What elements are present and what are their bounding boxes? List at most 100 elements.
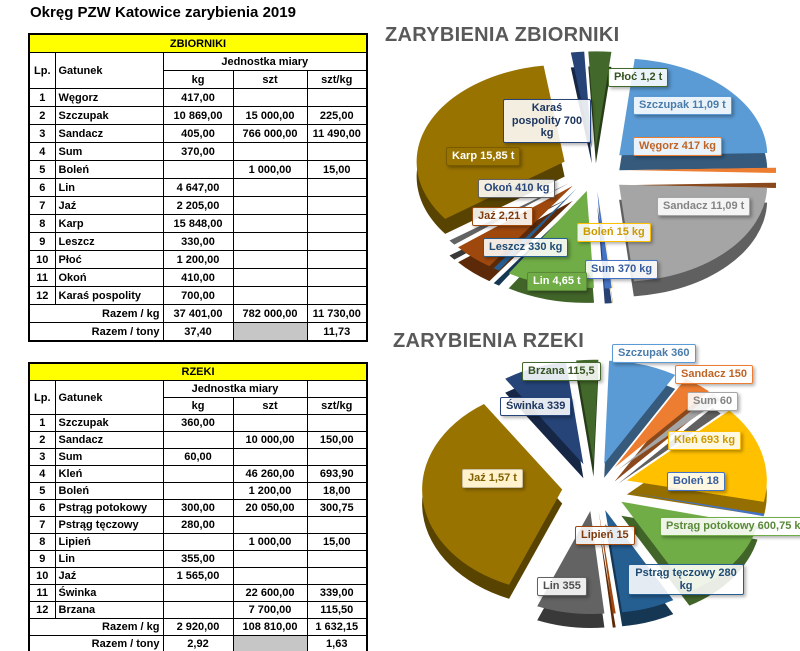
totals-row: Razem / tony 37,40 11,73 — [28, 322, 368, 342]
cell-gatunek: Pstrąg tęczowy — [54, 516, 164, 534]
cell-value — [162, 601, 234, 619]
table-row: 12 Brzana 7 700,00 115,50 — [28, 601, 368, 619]
cell-value: 115,50 — [306, 601, 368, 619]
cell-value — [162, 465, 234, 483]
col-header-unit: szt — [232, 70, 308, 89]
cell-value: 300,75 — [306, 499, 368, 517]
cell-lp: 12 — [28, 601, 56, 619]
totals-label: Razem / tony — [28, 322, 164, 342]
cell-value: 1 200,00 — [232, 482, 308, 500]
cell-value — [306, 516, 368, 534]
cell-gatunek: Kleń — [54, 465, 164, 483]
table-row: 2 Szczupak 10 869,00 15 000,00 225,00 — [28, 106, 368, 125]
pie-slice-Jaź — [422, 404, 563, 585]
totals-value: 2 920,00 — [162, 618, 234, 636]
pie-slice-side-Węgorz — [628, 182, 777, 188]
cell-value: 1 200,00 — [162, 250, 234, 269]
cell-value — [232, 232, 308, 251]
table-row: 10 Płoć 1 200,00 — [28, 250, 368, 269]
cell-lp: 4 — [28, 142, 56, 161]
data-table: RZEKI Lp. Gatunek Jednostka miary kg szt szt/k… — [28, 362, 368, 651]
pie-label-Leszcz: Leszcz 330 kg — [483, 238, 569, 257]
table-row: 1 Węgorz 417,00 — [28, 88, 368, 107]
cell-lp: 5 — [28, 160, 56, 179]
cell-value — [306, 268, 368, 287]
cell-value — [162, 431, 234, 449]
cell-gatunek: Szczupak — [54, 106, 164, 125]
pie-label-Boleń: Boleń 18 — [667, 472, 725, 491]
cell-value: 339,00 — [306, 584, 368, 602]
col-header-unit: szt/kg — [306, 397, 368, 415]
cell-value: 330,00 — [162, 232, 234, 251]
cell-value: 46 260,00 — [232, 465, 308, 483]
col-header-unit-group: Jednostka miary — [162, 52, 368, 71]
table-rzeki: RZEKI Lp. Gatunek Jednostka miary kg szt szt/k… — [28, 362, 368, 651]
pie-label-Szczupak: Szczupak 11,09 t — [633, 96, 732, 115]
cell-lp: 11 — [28, 268, 56, 287]
cell-gatunek: Lipień — [54, 533, 164, 551]
cell-value — [232, 268, 308, 287]
cell-value: 10 000,00 — [232, 431, 308, 449]
cell-value: 766 000,00 — [232, 124, 308, 143]
cell-value — [232, 567, 308, 585]
pie-label-Pstrąg potokowy: Pstrąg potokowy 600,75 kg — [660, 517, 800, 536]
header-row: Lp. Gatunek Jednostka miary — [28, 380, 368, 415]
pie-label-Kleń: Kleń 693 kg — [668, 431, 742, 450]
cell-value: 150,00 — [306, 431, 368, 449]
cell-gatunek: Pstrąg potokowy — [54, 499, 164, 517]
table-row: 9 Leszcz 330,00 — [28, 232, 368, 251]
cell-gatunek: Jaź — [54, 196, 164, 215]
cell-lp: 7 — [28, 516, 56, 534]
pie-label-Lin: Lin 355 — [537, 577, 587, 596]
pie-slice-Boleń — [627, 492, 765, 517]
cell-value — [232, 448, 308, 466]
col-header-unit: szt — [232, 397, 308, 415]
data-table: ZBIORNIKI Lp. Gatunek Jednostka miary kg szt s… — [28, 33, 368, 342]
pie-label-Sum: Sum 60 — [687, 392, 739, 411]
pie-slice-Węgorz — [628, 167, 777, 173]
totals-value — [232, 322, 308, 342]
cell-value — [232, 414, 308, 432]
cell-lp: 6 — [28, 499, 56, 517]
cell-value: 2 205,00 — [162, 196, 234, 215]
pie-label-Pstrąg tęczowy: Pstrąg tęczowy 280 kg — [628, 564, 744, 596]
cell-value: 693,90 — [306, 465, 368, 483]
pie-slice-Sandacz — [614, 378, 709, 468]
cell-value: 225,00 — [306, 106, 368, 125]
col-header-gatunek: Gatunek — [54, 52, 164, 89]
pie-label-Płoć: Płoć 1,2 t — [608, 68, 669, 87]
col-header-lp: Lp. — [28, 380, 56, 415]
table-row: 3 Sum 60,00 — [28, 448, 368, 466]
cell-value — [232, 550, 308, 568]
cell-lp: 8 — [28, 533, 56, 551]
pie-label-Szczupak: Szczupak 360 — [612, 344, 696, 363]
totals-value — [232, 635, 308, 651]
cell-gatunek: Sandacz — [54, 431, 164, 449]
cell-gatunek: Lin — [54, 550, 164, 568]
totals-value: 11 730,00 — [306, 304, 368, 323]
pie-label-Sandacz: Sandacz 150 — [675, 365, 754, 384]
cell-lp: 9 — [28, 232, 56, 251]
cell-value: 4 647,00 — [162, 178, 234, 197]
pie-label-Boleń: Boleń 15 kg — [577, 223, 651, 242]
cell-value — [232, 250, 308, 269]
col-header-lp: Lp. — [28, 52, 56, 89]
pie-svg — [416, 51, 777, 304]
cell-gatunek: Sum — [54, 448, 164, 466]
cell-value: 22 600,00 — [232, 584, 308, 602]
header-row: Lp. Gatunek Jednostka miary — [28, 52, 368, 89]
cell-value: 10 869,00 — [162, 106, 234, 125]
col-header-gatunek: Gatunek — [54, 380, 164, 415]
pie-slice-Brzana — [576, 359, 599, 463]
cell-value — [306, 414, 368, 432]
cell-value: 300,00 — [162, 499, 234, 517]
table-zbiorniki: ZBIORNIKI Lp. Gatunek Jednostka miary kg szt s… — [28, 33, 368, 342]
cell-gatunek: Leszcz — [54, 232, 164, 251]
pie-label-Jaź: Jaź 2,21 t — [472, 207, 533, 226]
totals-label: Razem / kg — [28, 304, 164, 323]
table-row: 6 Lin 4 647,00 — [28, 178, 368, 197]
totals-value: 37,40 — [162, 322, 234, 342]
pie-label-Sandacz: Sandacz 11,09 t — [657, 197, 751, 216]
cell-value: 360,00 — [162, 414, 234, 432]
table-row: 5 Boleń 1 200,00 18,00 — [28, 482, 368, 500]
